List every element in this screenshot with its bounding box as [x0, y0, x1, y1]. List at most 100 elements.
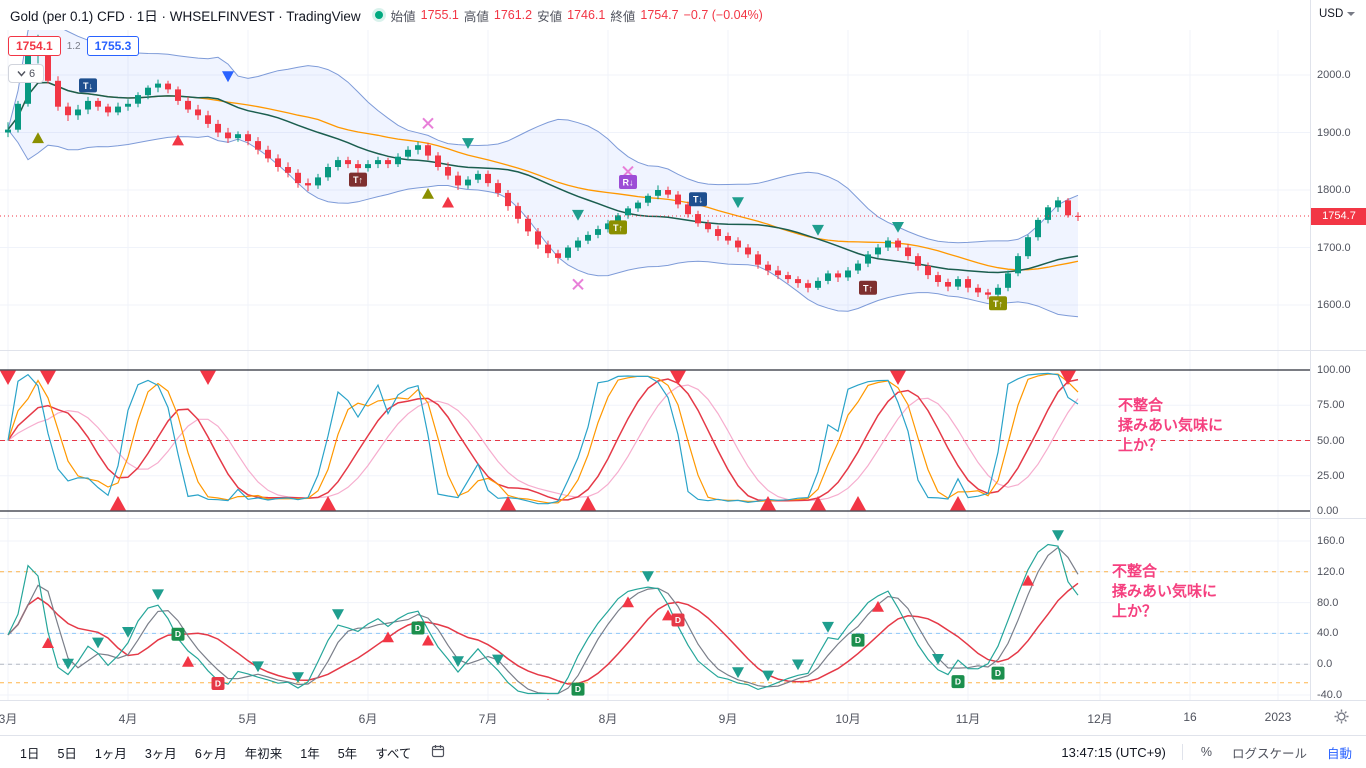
annotation-line: 上か？: [1112, 603, 1158, 620]
price-tick: 75.00: [1317, 399, 1345, 412]
annotation-line: 不整合: [1112, 563, 1158, 580]
range-button-1日[interactable]: 1日: [12, 739, 47, 766]
svg-text:D: D: [575, 684, 581, 694]
time-tick: 16: [1183, 710, 1197, 724]
chart-header: Gold (per 0.1) CFD · 1日 · WHSELFINVEST ·…: [0, 0, 1310, 30]
bid-ask-widget: 1754.1 1.2 1755.3: [8, 36, 140, 56]
low-value: 1746.1: [567, 8, 606, 22]
price-tick: 0.00: [1317, 505, 1339, 517]
chevron-down-icon: [17, 71, 26, 77]
range-buttons: 1日 5日 1ヶ月 3ヶ月 6ヶ月 年初来 1年 5年 すべて: [12, 739, 419, 766]
symbol-title[interactable]: Gold (per 0.1) CFD · 1日 · WHSELFINVEST ·…: [10, 9, 361, 24]
range-button-すべて[interactable]: すべて: [367, 739, 419, 766]
bid-price[interactable]: 1754.1: [8, 36, 61, 56]
price-tick: 2000.0: [1317, 69, 1351, 81]
indicators-collapse-button[interactable]: 6: [8, 64, 44, 83]
annotation-line: 揉みあい気味に: [1118, 417, 1224, 434]
price-tick: 40.0: [1317, 627, 1339, 640]
ohlc-legend: 始値 1755.1 高値 1761.2 安値 1746.1 終値 1754.7 …: [391, 6, 763, 25]
svg-text:D: D: [855, 635, 861, 645]
svg-text:R↓: R↓: [623, 178, 634, 188]
svg-text:T↑: T↑: [353, 175, 363, 185]
last-price-tag: 1754.7: [1311, 207, 1366, 225]
time-tick: 7月: [478, 712, 498, 726]
clock-label[interactable]: 13:47:15 (UTC+9): [1061, 744, 1166, 760]
range-button-6ヶ月[interactable]: 6ヶ月: [187, 739, 235, 766]
close-value: 1754.7: [640, 8, 679, 22]
range-button-3ヶ月[interactable]: 3ヶ月: [137, 739, 185, 766]
price-tick: 120.0: [1317, 565, 1345, 578]
currency-label: USD: [1319, 8, 1344, 20]
svg-text:T↑: T↑: [863, 283, 873, 293]
toolbar-divider: [1181, 744, 1183, 760]
annotation-pane3: 不整合 揉みあい気味に 上か？: [1112, 562, 1217, 622]
price-tick: 1900.0: [1317, 126, 1351, 139]
time-tick: 5月: [238, 712, 258, 726]
price-tick: 1600.0: [1317, 299, 1351, 311]
svg-text:D: D: [415, 623, 421, 633]
price-tick: 100.00: [1317, 364, 1351, 376]
pane-separator[interactable]: [0, 350, 1366, 351]
high-value: 1761.2: [493, 8, 533, 22]
toolbar-right-group: 13:47:15 (UTC+9) % ログスケール 自動: [1061, 741, 1354, 764]
price-tick: 1800.0: [1317, 184, 1351, 196]
main-price-pane[interactable]: T↓ T↑ T↑ R↓ T↓ T↑ T↑: [0, 30, 1310, 350]
price-tick: 160.0: [1317, 535, 1345, 547]
range-button-1ヶ月[interactable]: 1ヶ月: [87, 739, 135, 766]
bottom-toolbar: 1日 5日 1ヶ月 3ヶ月 6ヶ月 年初来 1年 5年 すべて 13:47:15 (UTC+9)…: [0, 735, 1366, 768]
time-tick: 9月: [718, 712, 738, 726]
time-tick: 2023: [1264, 710, 1292, 724]
go-to-date-icon[interactable]: [425, 742, 451, 763]
price-tick: 0.0: [1317, 658, 1333, 671]
time-tick: 11月: [955, 712, 981, 726]
price-tick: 80.0: [1317, 596, 1339, 609]
indicator-count: 6: [28, 67, 36, 80]
time-tick: 6月: [358, 712, 378, 726]
range-button-年初来[interactable]: 年初来: [237, 739, 291, 766]
close-label: 終値: [610, 9, 636, 24]
chevron-down-icon: [1347, 12, 1356, 16]
ask-price[interactable]: 1755.3: [86, 36, 140, 56]
svg-text:T↓: T↓: [83, 81, 93, 91]
range-button-5日[interactable]: 5日: [49, 739, 84, 766]
upper-oscillator-pane[interactable]: [0, 350, 1310, 518]
lower-oscillator-pane[interactable]: D D D D D D D D: [0, 518, 1310, 700]
price-tick: -40.0: [1317, 689, 1343, 701]
time-tick: 12月: [1087, 712, 1113, 726]
time-tick: 8月: [598, 712, 618, 726]
market-status-icon: [374, 11, 383, 19]
settings-gear-icon[interactable]: [1333, 708, 1350, 728]
svg-text:D: D: [995, 668, 1001, 678]
change-value: −0.7 (−0.04%): [683, 8, 763, 22]
time-axis[interactable]: 3月 4月 5月 6月 7月 8月 9月 10月 11月 12月 16 2023: [0, 700, 1366, 736]
annotation-line: 不整合: [1118, 397, 1164, 414]
open-value: 1755.1: [420, 8, 459, 22]
svg-text:D: D: [215, 679, 221, 689]
time-tick: 4月: [118, 712, 138, 726]
time-tick: 10月: [835, 712, 861, 726]
open-label: 始値: [390, 9, 416, 24]
annotation-line: 上か？: [1118, 437, 1164, 454]
svg-text:D: D: [675, 615, 681, 625]
annotation-line: 揉みあい気味に: [1112, 583, 1218, 600]
svg-text:T↓: T↓: [693, 195, 703, 205]
percent-scale-button[interactable]: %: [1200, 745, 1212, 759]
low-label: 安値: [537, 9, 563, 24]
price-tick: 1700.0: [1317, 241, 1351, 254]
range-button-5年[interactable]: 5年: [330, 739, 365, 766]
currency-selector[interactable]: USD: [1319, 8, 1356, 20]
svg-text:D: D: [955, 677, 961, 687]
high-label: 高値: [463, 9, 489, 24]
svg-text:D: D: [175, 629, 181, 639]
range-button-1年[interactable]: 1年: [292, 739, 327, 766]
auto-scale-button[interactable]: 自動: [1325, 741, 1354, 764]
price-tick: 50.00: [1317, 434, 1345, 447]
pane-separator[interactable]: [0, 518, 1366, 519]
price-tick: 25.00: [1317, 469, 1345, 482]
log-scale-button[interactable]: ログスケール: [1230, 741, 1309, 764]
spread-value: 1.2: [66, 40, 81, 52]
time-tick: 3月: [0, 712, 18, 726]
svg-text:T↑: T↑: [613, 223, 623, 233]
svg-text:T↑: T↑: [993, 299, 1003, 309]
